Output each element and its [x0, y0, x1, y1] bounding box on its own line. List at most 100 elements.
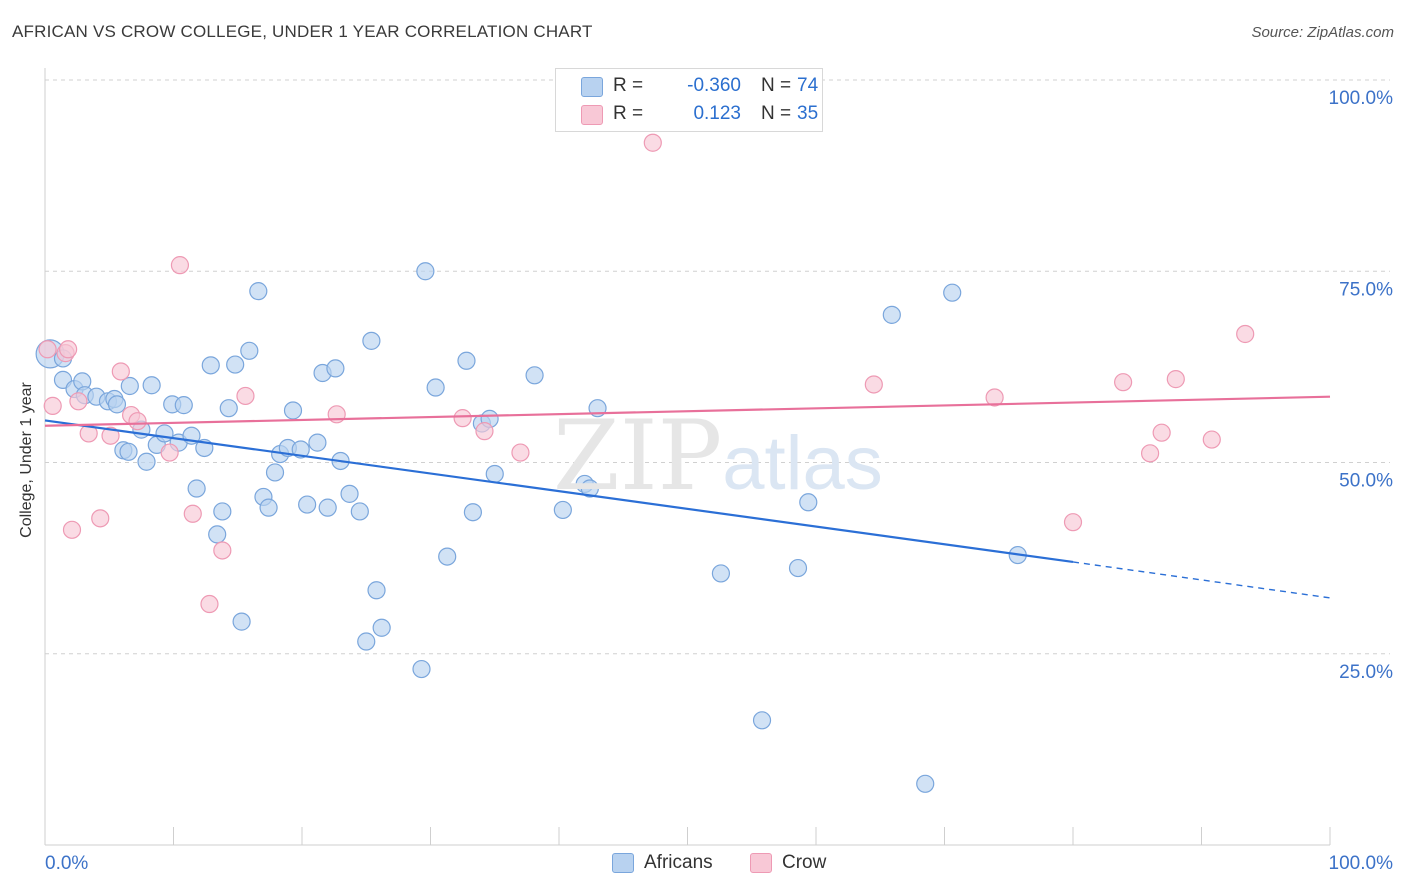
point-crow-28 — [1152, 423, 1171, 442]
trendline-africans — [44, 419, 1074, 564]
point-crow-0 — [38, 340, 57, 359]
point-africans-54 — [438, 547, 457, 566]
point-crow-9 — [111, 362, 130, 381]
point-africans-26 — [213, 502, 232, 521]
point-africans-9 — [107, 395, 127, 414]
point-crow-4 — [62, 520, 82, 539]
point-africans-63 — [580, 479, 599, 498]
point-crow-3 — [59, 340, 78, 359]
legend-n-label-africans: N = — [761, 75, 792, 96]
point-africans-65 — [711, 564, 731, 583]
point-africans-12 — [120, 376, 139, 396]
point-africans-29 — [232, 612, 251, 631]
x-tick-label-0: 0.0% — [45, 853, 88, 874]
point-africans-33 — [259, 498, 278, 517]
point-crow-29 — [1166, 370, 1185, 389]
y-tick-label-50: 50.0% — [1339, 471, 1393, 492]
point-africans-47 — [357, 632, 376, 651]
point-africans-24 — [201, 356, 220, 375]
point-africans-43 — [326, 359, 345, 378]
point-africans-48 — [362, 331, 381, 350]
point-africans-50 — [372, 618, 391, 637]
point-africans-60 — [525, 366, 544, 385]
trendline-extension-africans — [1072, 561, 1331, 599]
point-crow-19 — [453, 409, 472, 428]
y-axis-label: College, Under 1 year — [18, 382, 35, 538]
point-crow-12 — [160, 443, 179, 462]
point-africans-30 — [240, 341, 259, 360]
point-africans-34 — [265, 463, 285, 482]
point-africans-55 — [457, 351, 476, 370]
point-crow-5 — [69, 392, 88, 411]
bottom-legend-label-crow: Crow — [782, 852, 827, 873]
point-africans-53 — [426, 378, 445, 397]
point-africans-22 — [187, 479, 206, 498]
bottom-legend-swatch-crow — [750, 853, 772, 873]
stats-legend: R = -0.360 N = 74 R = 0.123 N = 35 — [555, 68, 823, 132]
legend-n-value-crow: 35 — [797, 103, 819, 124]
bottom-legend-swatch-africans — [612, 853, 634, 873]
point-africans-68 — [799, 493, 818, 512]
point-africans-61 — [553, 500, 572, 520]
point-crow-24 — [985, 388, 1004, 407]
legend-r-value-crow: 0.123 — [693, 103, 741, 124]
point-crow-14 — [183, 504, 202, 523]
point-crow-31 — [1236, 324, 1255, 344]
point-africans-11 — [119, 442, 138, 461]
point-crow-1 — [43, 396, 62, 415]
point-africans-38 — [291, 440, 310, 459]
source-credit: Source: ZipAtlas.com — [1251, 24, 1394, 41]
point-crow-21 — [511, 443, 530, 462]
point-africans-70 — [916, 774, 935, 793]
point-africans-69 — [882, 305, 901, 324]
point-crow-26 — [1114, 373, 1133, 392]
legend-swatch-africans — [581, 77, 603, 97]
point-crow-11 — [128, 412, 147, 431]
legend-r-label-crow: R = — [613, 103, 644, 124]
point-africans-66 — [752, 711, 772, 730]
point-africans-31 — [249, 282, 268, 301]
bottom-legend-label-africans: Africans — [644, 852, 713, 873]
point-africans-39 — [298, 495, 317, 514]
y-tick-label-25: 25.0% — [1339, 662, 1393, 683]
point-crow-15 — [200, 594, 219, 614]
point-crow-7 — [91, 509, 110, 528]
y-tick-label-100: 100.0% — [1329, 88, 1394, 109]
point-crow-8 — [101, 426, 120, 445]
point-crow-25 — [1063, 513, 1083, 532]
point-africans-45 — [340, 484, 359, 503]
legend-r-value-africans: -0.360 — [687, 75, 741, 96]
point-africans-51 — [412, 659, 431, 679]
legend-n-value-africans: 74 — [797, 75, 819, 96]
x-tick-label-100: 100.0% — [1329, 853, 1394, 874]
point-africans-46 — [350, 502, 369, 521]
point-africans-25 — [208, 525, 227, 544]
point-africans-49 — [367, 581, 386, 600]
legend-r-label-africans: R = — [613, 75, 644, 96]
point-crow-17 — [236, 386, 255, 406]
trendline-crow — [44, 395, 1331, 427]
point-africans-59 — [485, 464, 504, 484]
point-crow-20 — [475, 422, 494, 441]
point-crow-23 — [864, 375, 883, 394]
point-crow-27 — [1140, 444, 1160, 463]
point-crow-22 — [643, 133, 662, 152]
point-africans-37 — [283, 401, 303, 420]
chart-title: AFRICAN VS CROW COLLEGE, UNDER 1 YEAR CO… — [12, 22, 593, 41]
point-africans-52 — [416, 262, 435, 281]
point-africans-14 — [137, 452, 156, 471]
point-africans-27 — [219, 399, 238, 418]
point-africans-15 — [142, 376, 161, 395]
point-crow-16 — [213, 541, 232, 560]
point-africans-67 — [788, 558, 808, 578]
point-africans-71 — [943, 283, 962, 302]
point-africans-28 — [226, 355, 245, 374]
point-africans-40 — [308, 433, 327, 452]
point-africans-42 — [318, 498, 337, 517]
y-tick-label-75: 75.0% — [1339, 279, 1393, 300]
point-africans-20 — [174, 396, 193, 415]
legend-n-label-crow: N = — [761, 103, 792, 124]
point-crow-13 — [170, 256, 190, 275]
legend-swatch-crow — [581, 105, 603, 125]
